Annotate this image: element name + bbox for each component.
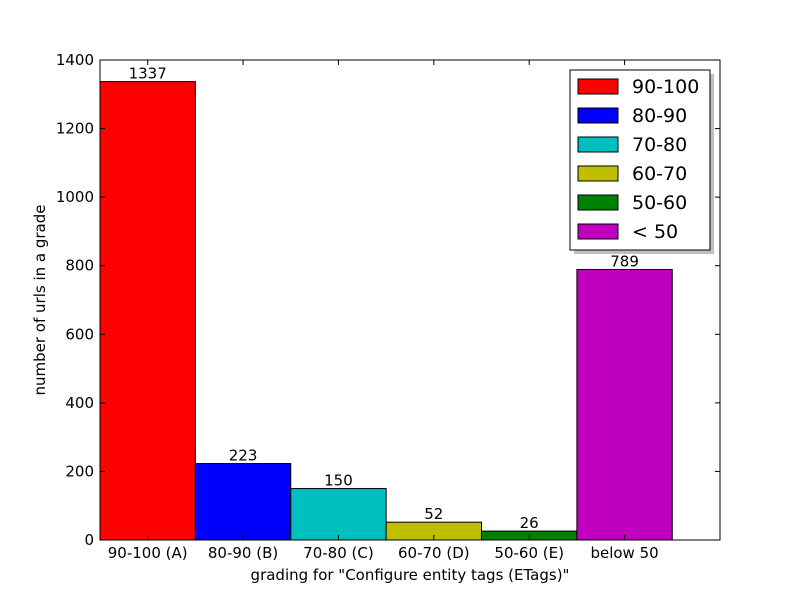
- y-tick-label: 800: [65, 257, 94, 275]
- x-tick-label: below 50: [590, 544, 658, 562]
- bar-value-label: 789: [610, 252, 639, 270]
- bar-value-label: 1337: [129, 65, 167, 83]
- y-tick-label: 600: [65, 325, 94, 343]
- plot-area-frame: [99, 59, 721, 541]
- legend-swatch: [577, 78, 619, 95]
- legend-swatch: [577, 107, 619, 124]
- y-axis-title: number of urls in a grade: [31, 205, 49, 396]
- legend-label: 90-100: [632, 76, 699, 98]
- y-tick-label: 200: [65, 462, 94, 480]
- bar-6: [576, 268, 673, 541]
- legend-label: 70-80: [632, 134, 687, 156]
- y-tick-label: 1200: [56, 120, 94, 138]
- y-tick-label: 1400: [56, 51, 94, 69]
- legend-label: 60-70: [632, 163, 687, 185]
- legend-box: [569, 69, 711, 251]
- x-tick-label: 90-100 (A): [108, 544, 188, 562]
- legend-swatch: [577, 194, 619, 211]
- legend-label: < 50: [632, 221, 678, 243]
- bar-value-label: 150: [324, 472, 353, 490]
- x-tick-label: 80-90 (B): [208, 544, 278, 562]
- legend-label: 80-90: [632, 105, 687, 127]
- bar-value-label: 52: [424, 505, 443, 523]
- bar-value-label: 26: [520, 514, 539, 532]
- bar-3: [290, 488, 387, 541]
- y-tick-label: 1000: [56, 188, 94, 206]
- y-tick-label: 0: [84, 531, 94, 549]
- legend-swatch: [577, 165, 619, 182]
- x-tick-label: 70-80 (C): [303, 544, 374, 562]
- legend-label: 50-60: [632, 192, 687, 214]
- x-axis-title: grading for "Configure entity tags (ETag…: [251, 566, 570, 584]
- x-tick-label: 60-70 (D): [398, 544, 470, 562]
- legend-swatch: [577, 223, 619, 240]
- y-tick-label: 400: [65, 394, 94, 412]
- legend-swatch: [577, 136, 619, 153]
- x-tick-label: 50-60 (E): [494, 544, 564, 562]
- bar-1: [99, 81, 196, 541]
- bar-2: [194, 463, 292, 541]
- bar-value-label: 223: [229, 447, 258, 465]
